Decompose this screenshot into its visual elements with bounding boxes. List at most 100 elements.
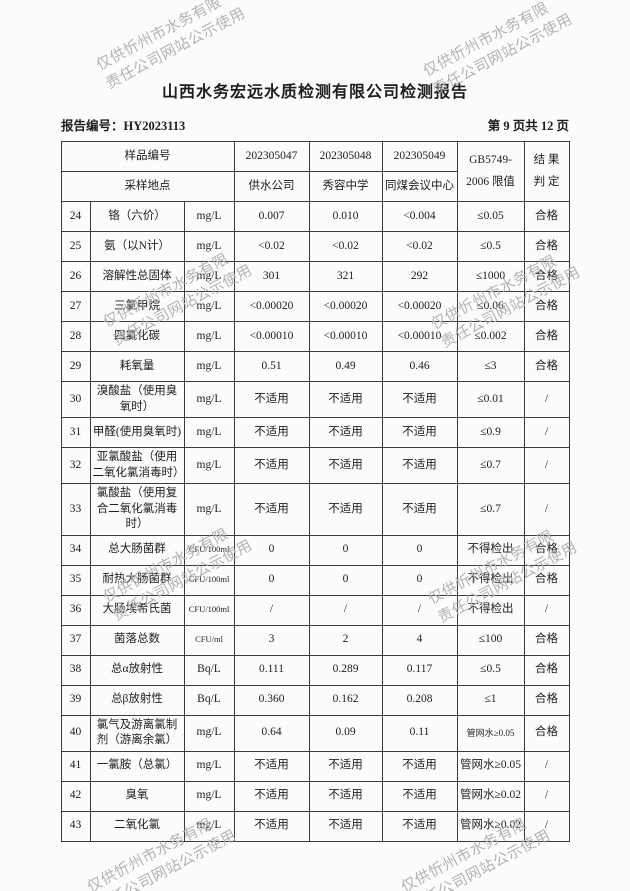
sample3-value: <0.00010 [381,321,458,352]
limit-value: ≤0.05 [456,201,525,232]
sample2-value: 不适用 [308,750,383,782]
sample1-value: 不适用 [233,417,310,449]
parameter-name: 三氯甲烷 [89,291,185,322]
sample1-value: / [233,594,310,626]
unit-value: mg/L [183,714,235,752]
sample2-value: 321 [308,261,383,292]
table-row: 34 总大肠菌群 CFU/100ml 0 0 0 不得检出 合格 [60,534,570,566]
table-row: 35 耐热大肠菌群 CFU/100ml 0 0 0 不得检出 合格 [60,564,570,596]
table-row: 29 耗氧量 mg/L 0.51 0.49 0.46 ≤3 合格 [60,351,570,382]
result-value: / [523,380,570,419]
sample3-value: 0.208 [381,684,458,716]
sample1-value: 0 [233,564,310,596]
unit-value: mg/L [183,351,235,382]
unit-value: mg/L [183,780,235,812]
sample2-value: 0.289 [308,654,383,686]
limit-value: 管网水≥0.02 [456,780,525,812]
unit-value: mg/L [183,231,235,262]
sample-id-label: 样品编号 [60,141,235,172]
result-value: 合格 [523,624,570,656]
limit-value: ≤0.5 [456,231,525,262]
row-number: 37 [60,624,91,656]
unit-value: mg/L [183,321,235,352]
limit-value: ≤0.002 [456,321,525,352]
location-3: 同煤会议中心 [381,171,458,202]
sample3-value: 4 [381,624,458,656]
sample2-value: 0 [308,564,383,596]
result-column-header: 结 果 判 定 [523,141,570,202]
result-value: / [523,810,570,842]
sample-id-2: 202305048 [308,141,383,172]
result-value: 合格 [523,564,570,596]
result-value: / [523,417,570,449]
sample2-value: 不适用 [308,380,383,419]
limit-value: 不得检出 [456,594,525,626]
sample1-value: 不适用 [233,483,310,536]
row-number: 29 [60,351,91,382]
sample1-value: 3 [233,624,310,656]
table-row: 33 氯酸盐（使用复合二氧化氯消毒时） mg/L 不适用 不适用 不适用 ≤0.… [60,483,570,536]
location-label: 采样地点 [60,171,235,202]
table-row: 38 总α放射性 Bq/L 0.111 0.289 0.117 ≤0.5 合格 [60,654,570,686]
sample3-value: 0.46 [381,351,458,382]
limit-value: 管网水≥0.02 [456,810,525,842]
row-number: 31 [60,417,91,449]
parameter-name: 甲醛(使用臭氧时) [89,417,185,449]
sample2-value: 不适用 [308,483,383,536]
watermark-line1: 仅供忻州市水务有限 [420,0,552,80]
limit-value: 不得检出 [456,534,525,566]
limit-value: 管网水≥0.05 [456,714,525,752]
limit-value: ≤0.7 [456,483,525,536]
row-number: 25 [60,231,91,262]
location-2: 秀容中学 [308,171,383,202]
results-table: 样品编号 202305047 202305048 202305049 GB574… [60,141,570,842]
result-header-line1: 结 果 [533,153,560,166]
result-value: 合格 [523,231,570,262]
table-row: 24 铬（六价） mg/L 0.007 0.010 <0.004 ≤0.05 合… [60,201,570,232]
header-row-sample-id: 样品编号 202305047 202305048 202305049 GB574… [60,141,570,202]
sample2-value: 2 [308,624,383,656]
sample1-value: 0 [233,534,310,566]
sample1-value: 不适用 [233,447,310,485]
parameter-name: 溶解性总固体 [89,261,185,292]
table-row: 26 溶解性总固体 mg/L 301 321 292 ≤1000 合格 [60,261,570,292]
result-value: 合格 [523,201,570,232]
unit-value: Bq/L [183,654,235,686]
sample3-value: 不适用 [381,380,458,419]
page-title: 山西水务宏远水质检测有限公司检测报告 [161,84,468,101]
limit-value: ≤1000 [456,261,525,292]
sample2-value: 0.09 [308,714,383,752]
limit-value: ≤3 [456,351,525,382]
sample2-value: <0.02 [308,231,383,262]
row-number: 38 [60,654,91,686]
sample3-value: 不适用 [381,447,458,485]
sample1-value: 0.64 [233,714,310,752]
parameter-name: 溴酸盐（使用臭氧时） [89,380,185,419]
row-number: 34 [60,534,91,566]
parameter-name: 一氯胺（总氯） [89,750,185,782]
limit-value: ≤0.9 [456,417,525,449]
limit-value: ≤1 [456,684,525,716]
sample2-value: 不适用 [308,447,383,485]
sample1-value: 不适用 [233,380,310,419]
parameter-name: 氯气及游离氯制剂（游离余氯） [89,714,185,752]
result-value: / [523,594,570,626]
sample-id-3: 202305049 [381,141,458,172]
parameter-name: 二氧化氯 [89,810,185,842]
row-number: 32 [60,447,91,485]
result-value: 合格 [523,261,570,292]
row-number: 42 [60,780,91,812]
parameter-name: 耐热大肠菌群 [89,564,185,596]
sample1-value: 0.111 [233,654,310,686]
result-value: 合格 [523,321,570,352]
result-value: 合格 [523,654,570,686]
table-row: 30 溴酸盐（使用臭氧时） mg/L 不适用 不适用 不适用 ≤0.01 / [60,380,570,419]
parameter-name: 总大肠菌群 [89,534,185,566]
parameter-name: 铬（六价） [89,201,185,232]
unit-value: mg/L [183,261,235,292]
limit-value: 不得检出 [456,564,525,596]
sample1-value: <0.00020 [233,291,310,322]
sample1-value: 0.51 [233,351,310,382]
parameter-name: 氯酸盐（使用复合二氧化氯消毒时） [89,483,185,536]
result-value: 合格 [523,714,570,752]
